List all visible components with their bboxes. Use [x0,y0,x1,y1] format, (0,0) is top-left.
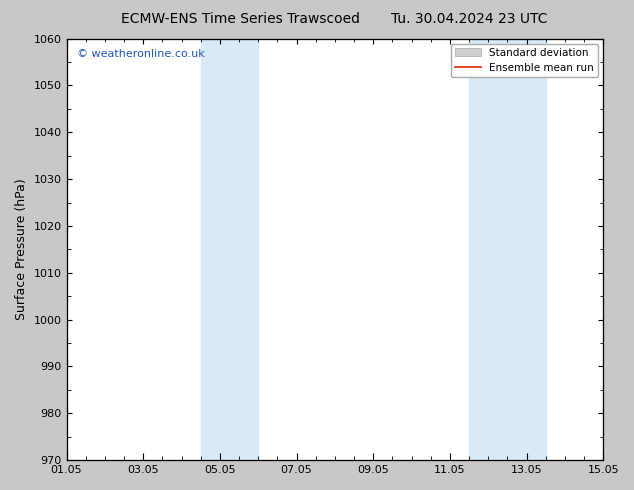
Text: ECMW-ENS Time Series Trawscoed: ECMW-ENS Time Series Trawscoed [122,12,360,26]
Legend: Standard deviation, Ensemble mean run: Standard deviation, Ensemble mean run [451,44,598,77]
Bar [201,39,258,460]
Text: Tu. 30.04.2024 23 UTC: Tu. 30.04.2024 23 UTC [391,12,547,26]
Text: © weatheronline.co.uk: © weatheronline.co.uk [77,49,205,59]
Bar [469,39,546,460]
Y-axis label: Surface Pressure (hPa): Surface Pressure (hPa) [15,178,28,320]
